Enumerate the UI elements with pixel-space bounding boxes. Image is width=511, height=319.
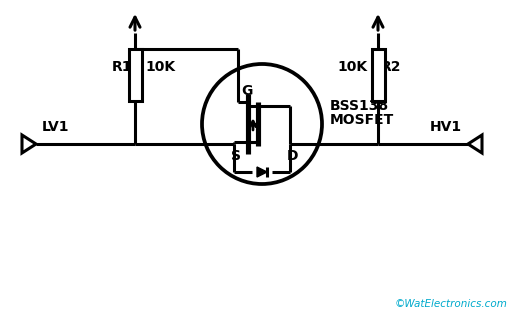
Text: BSS138: BSS138 [330,99,389,113]
Polygon shape [257,167,267,177]
Text: G: G [241,84,252,98]
Text: R2: R2 [381,60,402,74]
Text: S: S [231,149,241,163]
Text: HV1: HV1 [430,120,462,134]
Text: ©WatElectronics.com: ©WatElectronics.com [395,299,508,309]
Text: R1: R1 [111,60,132,74]
Text: LV1: LV1 [42,120,69,134]
Text: MOSFET: MOSFET [330,113,394,127]
Text: D: D [286,149,298,163]
Bar [371,49,384,101]
Text: 10K: 10K [145,60,175,74]
Bar [128,49,142,101]
Text: 10K: 10K [338,60,368,74]
